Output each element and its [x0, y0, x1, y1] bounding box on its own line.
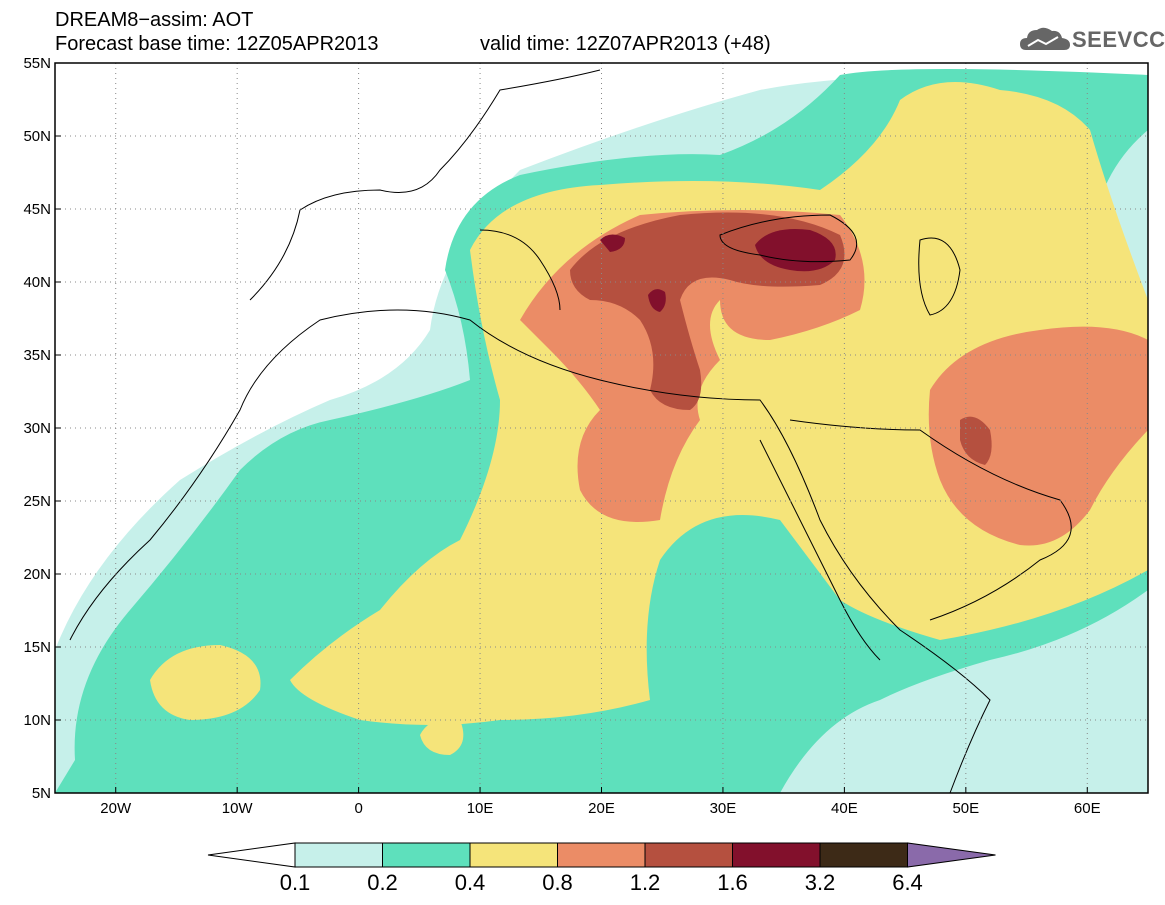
lat-tick-label: 10N	[23, 712, 51, 729]
colorbar-segment	[644, 842, 733, 868]
lon-tick-label: 10W	[222, 800, 254, 817]
lat-tick-label: 50N	[23, 128, 51, 145]
aot-contours	[55, 69, 1148, 793]
aot-region-0.8-east	[928, 326, 1148, 546]
lat-tick-label: 40N	[23, 274, 51, 291]
colorbar-arrow-high	[907, 842, 996, 868]
aot-region-0.4	[290, 82, 1148, 725]
colorbar-label: 1.2	[629, 870, 661, 895]
coastline-caspian	[918, 237, 961, 316]
coastline-black-sea	[719, 214, 858, 263]
lon-tick-label: 0	[354, 800, 362, 817]
coastline-africa	[69, 309, 991, 793]
colorbar-segment	[382, 842, 471, 868]
colorbar-segment	[469, 842, 558, 868]
valid-time: valid time: 12Z07APR2013 (+48)	[480, 33, 771, 55]
colorbar-segment	[294, 842, 383, 868]
aot-region-1.6-aegean	[648, 289, 666, 312]
colorbar-segment	[819, 842, 908, 868]
lat-tick-label: 30N	[23, 420, 51, 437]
lon-tick-label: 60E	[1074, 800, 1101, 817]
coastline-red-sea	[759, 439, 881, 661]
lat-tick-label: 35N	[23, 347, 51, 364]
lon-tick-label: 50E	[952, 800, 979, 817]
colorbar-label: 6.4	[892, 870, 923, 895]
lat-tick-label: 15N	[23, 639, 51, 656]
grid-lines	[55, 63, 1148, 793]
lon-tick-label: 30E	[710, 800, 737, 817]
lat-tick-label: 45N	[23, 201, 51, 218]
lat-tick-label: 20N	[23, 566, 51, 583]
lon-tick-label: 40E	[831, 800, 858, 817]
lat-tick-label: 25N	[23, 493, 51, 510]
lon-tick-label: 10E	[467, 800, 494, 817]
cloud-icon	[1020, 27, 1070, 50]
colorbar-label: 0.4	[454, 870, 486, 895]
lat-tick-label: 5N	[32, 785, 51, 802]
aot-region-1.6-balkan	[600, 234, 625, 252]
forecast-base-time: Forecast base time: 12Z05APR2013	[55, 33, 379, 55]
lon-tick-label: 20E	[588, 800, 615, 817]
logo-text: SEEVCCC	[1072, 27, 1165, 52]
aot-region-0.4-blob	[420, 719, 464, 755]
colorbar	[207, 842, 996, 868]
coastline-arabia	[789, 419, 1072, 621]
longitude-ticks: 20W 10W 0 10E 20E 30E 40E 50E 60E	[100, 787, 1101, 817]
aot-region-0.4-west	[150, 645, 261, 720]
latitude-ticks: 55N 50N 45N 40N 35N 30N 25N 20N 15N 10N 5N	[23, 55, 61, 802]
lat-tick-label: 55N	[23, 55, 51, 72]
colorbar-label: 0.8	[542, 870, 573, 895]
colorbar-segment	[557, 842, 646, 868]
coastline-europe	[249, 69, 601, 301]
aot-region-1.6	[755, 229, 836, 272]
map-title: DREAM8−assim: AOT	[55, 9, 254, 31]
colorbar-arrow-low	[207, 842, 296, 868]
colorbar-label: 0.1	[279, 870, 311, 895]
coastline-italy	[479, 229, 561, 311]
aot-region-1.2-gulf	[960, 416, 992, 465]
colorbar-label: 3.2	[804, 870, 836, 895]
colorbar-label: 1.6	[717, 870, 748, 895]
lon-tick-label: 20W	[100, 800, 132, 817]
colorbar-segment	[732, 842, 821, 868]
colorbar-label: 0.2	[367, 870, 398, 895]
